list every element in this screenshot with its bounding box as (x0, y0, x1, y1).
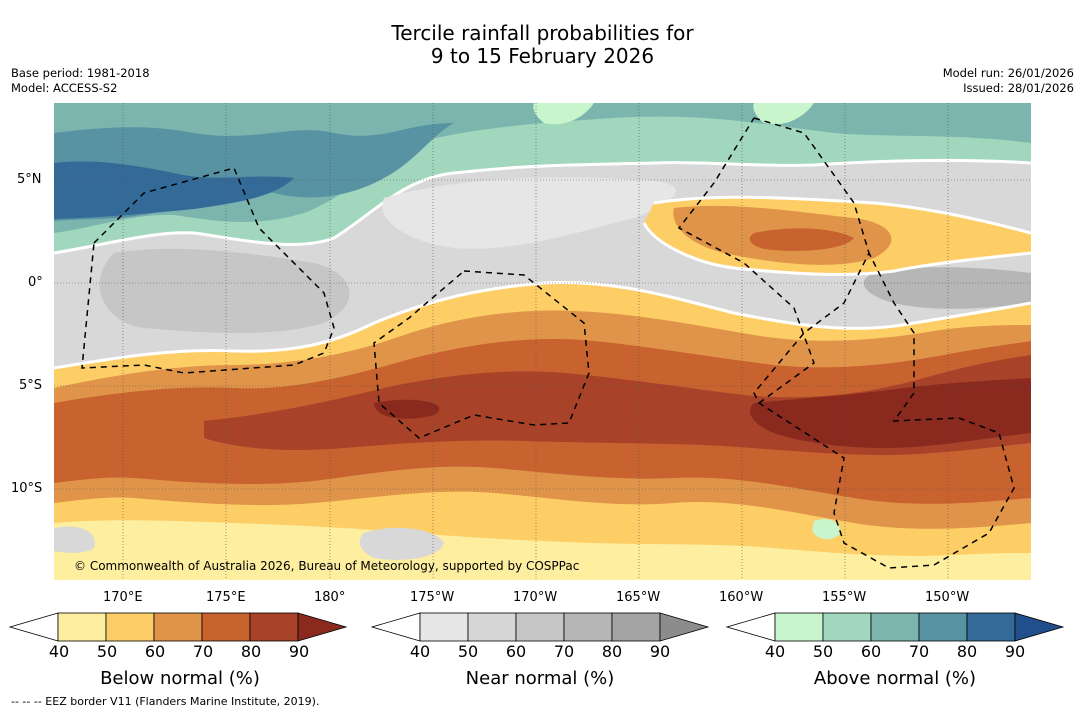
colorbar-tick-label: 70 (908, 642, 930, 661)
colorbar-tick-label: 90 (288, 642, 310, 661)
colorbar-tick-label: 40 (764, 642, 786, 661)
colorbar-segment (467, 612, 517, 642)
colorbar-segment (57, 612, 107, 642)
colorbar-segment (563, 612, 613, 642)
eez-border (81, 117, 1015, 569)
lon-tick-155w: 155°W (822, 590, 867, 605)
colorbar-tick-label: 80 (601, 642, 623, 661)
colorbar-above-normal (725, 612, 1065, 642)
copyright-text: © Commonwealth of Australia 2026, Bureau… (74, 559, 579, 573)
lat-tick-5s: 5°S (19, 378, 43, 393)
colorbar-tick-label: 70 (192, 642, 214, 661)
colorbar-segment (870, 612, 920, 642)
colorbar-tick-label: 80 (240, 642, 262, 661)
lat-tick-10s: 10°S (11, 481, 43, 496)
colorbar-segment (822, 612, 872, 642)
colorbar-tick-label: 50 (457, 642, 479, 661)
colorbar-segment (774, 612, 824, 642)
colorbar-tick-label: 60 (860, 642, 882, 661)
issued-date: Issued: 28/01/2026 (963, 81, 1074, 95)
base-period: Base period: 1981-2018 (11, 66, 150, 80)
colorbar-near-normal (370, 612, 710, 642)
colorbar-tick-label: 40 (48, 642, 70, 661)
colorbar-near-normal-label: Near normal (%) (465, 668, 615, 689)
colorbar-below-normal-label: Below normal (%) (100, 668, 260, 689)
colorbar-tick-label: 80 (956, 642, 978, 661)
colorbar-segment (249, 612, 299, 642)
colorbar-segment (515, 612, 565, 642)
colorbar-tick-label: 70 (553, 642, 575, 661)
colorbar-extend-high (659, 612, 710, 642)
colorbar-segment (966, 612, 1016, 642)
colorbar-extend-high (1014, 612, 1065, 642)
colorbar-segment (611, 612, 661, 642)
lon-tick-150w: 150°W (925, 590, 970, 605)
colorbar-extend-high (297, 612, 348, 642)
colorbar-extend-low (725, 612, 776, 642)
model-name: Model: ACCESS-S2 (11, 81, 118, 95)
lon-tick-170w: 170°W (513, 590, 558, 605)
eez-legend: -- -- -- EEZ border V11 (Flanders Marine… (11, 695, 320, 708)
lon-tick-170e: 170°E (103, 590, 143, 605)
colorbar-below-normal (8, 612, 348, 642)
lat-tick-0: 0° (28, 275, 43, 290)
colorbar-tick-label: 60 (144, 642, 166, 661)
lon-tick-180: 180° (314, 590, 346, 605)
rainfall-map: © Commonwealth of Australia 2026, Bureau… (54, 103, 1031, 580)
lon-tick-165w: 165°W (616, 590, 661, 605)
colorbar-extend-low (8, 612, 59, 642)
lat-tick-5n: 5°N (17, 172, 42, 187)
lon-tick-175e: 175°E (206, 590, 246, 605)
colorbar-tick-label: 90 (1004, 642, 1026, 661)
colorbar-segment (105, 612, 155, 642)
model-run: Model run: 26/01/2026 (942, 66, 1074, 80)
colorbar-tick-label: 50 (812, 642, 834, 661)
colorbar-segment (153, 612, 203, 642)
lon-tick-160w: 160°W (719, 590, 764, 605)
lon-tick-175w: 175°W (410, 590, 455, 605)
colorbar-extend-low (370, 612, 421, 642)
colorbar-tick-label: 60 (505, 642, 527, 661)
colorbar-tick-label: 50 (96, 642, 118, 661)
colorbar-tick-label: 90 (649, 642, 671, 661)
map-title-line1: Tercile rainfall probabilities for (391, 21, 694, 45)
map-title-line2: 9 to 15 February 2026 (430, 44, 655, 68)
colorbar-above-normal-label: Above normal (%) (813, 668, 977, 689)
colorbar-tick-label: 40 (409, 642, 431, 661)
colorbar-segment (201, 612, 251, 642)
colorbar-segment (918, 612, 968, 642)
colorbar-segment (419, 612, 469, 642)
graticule (54, 103, 1031, 580)
